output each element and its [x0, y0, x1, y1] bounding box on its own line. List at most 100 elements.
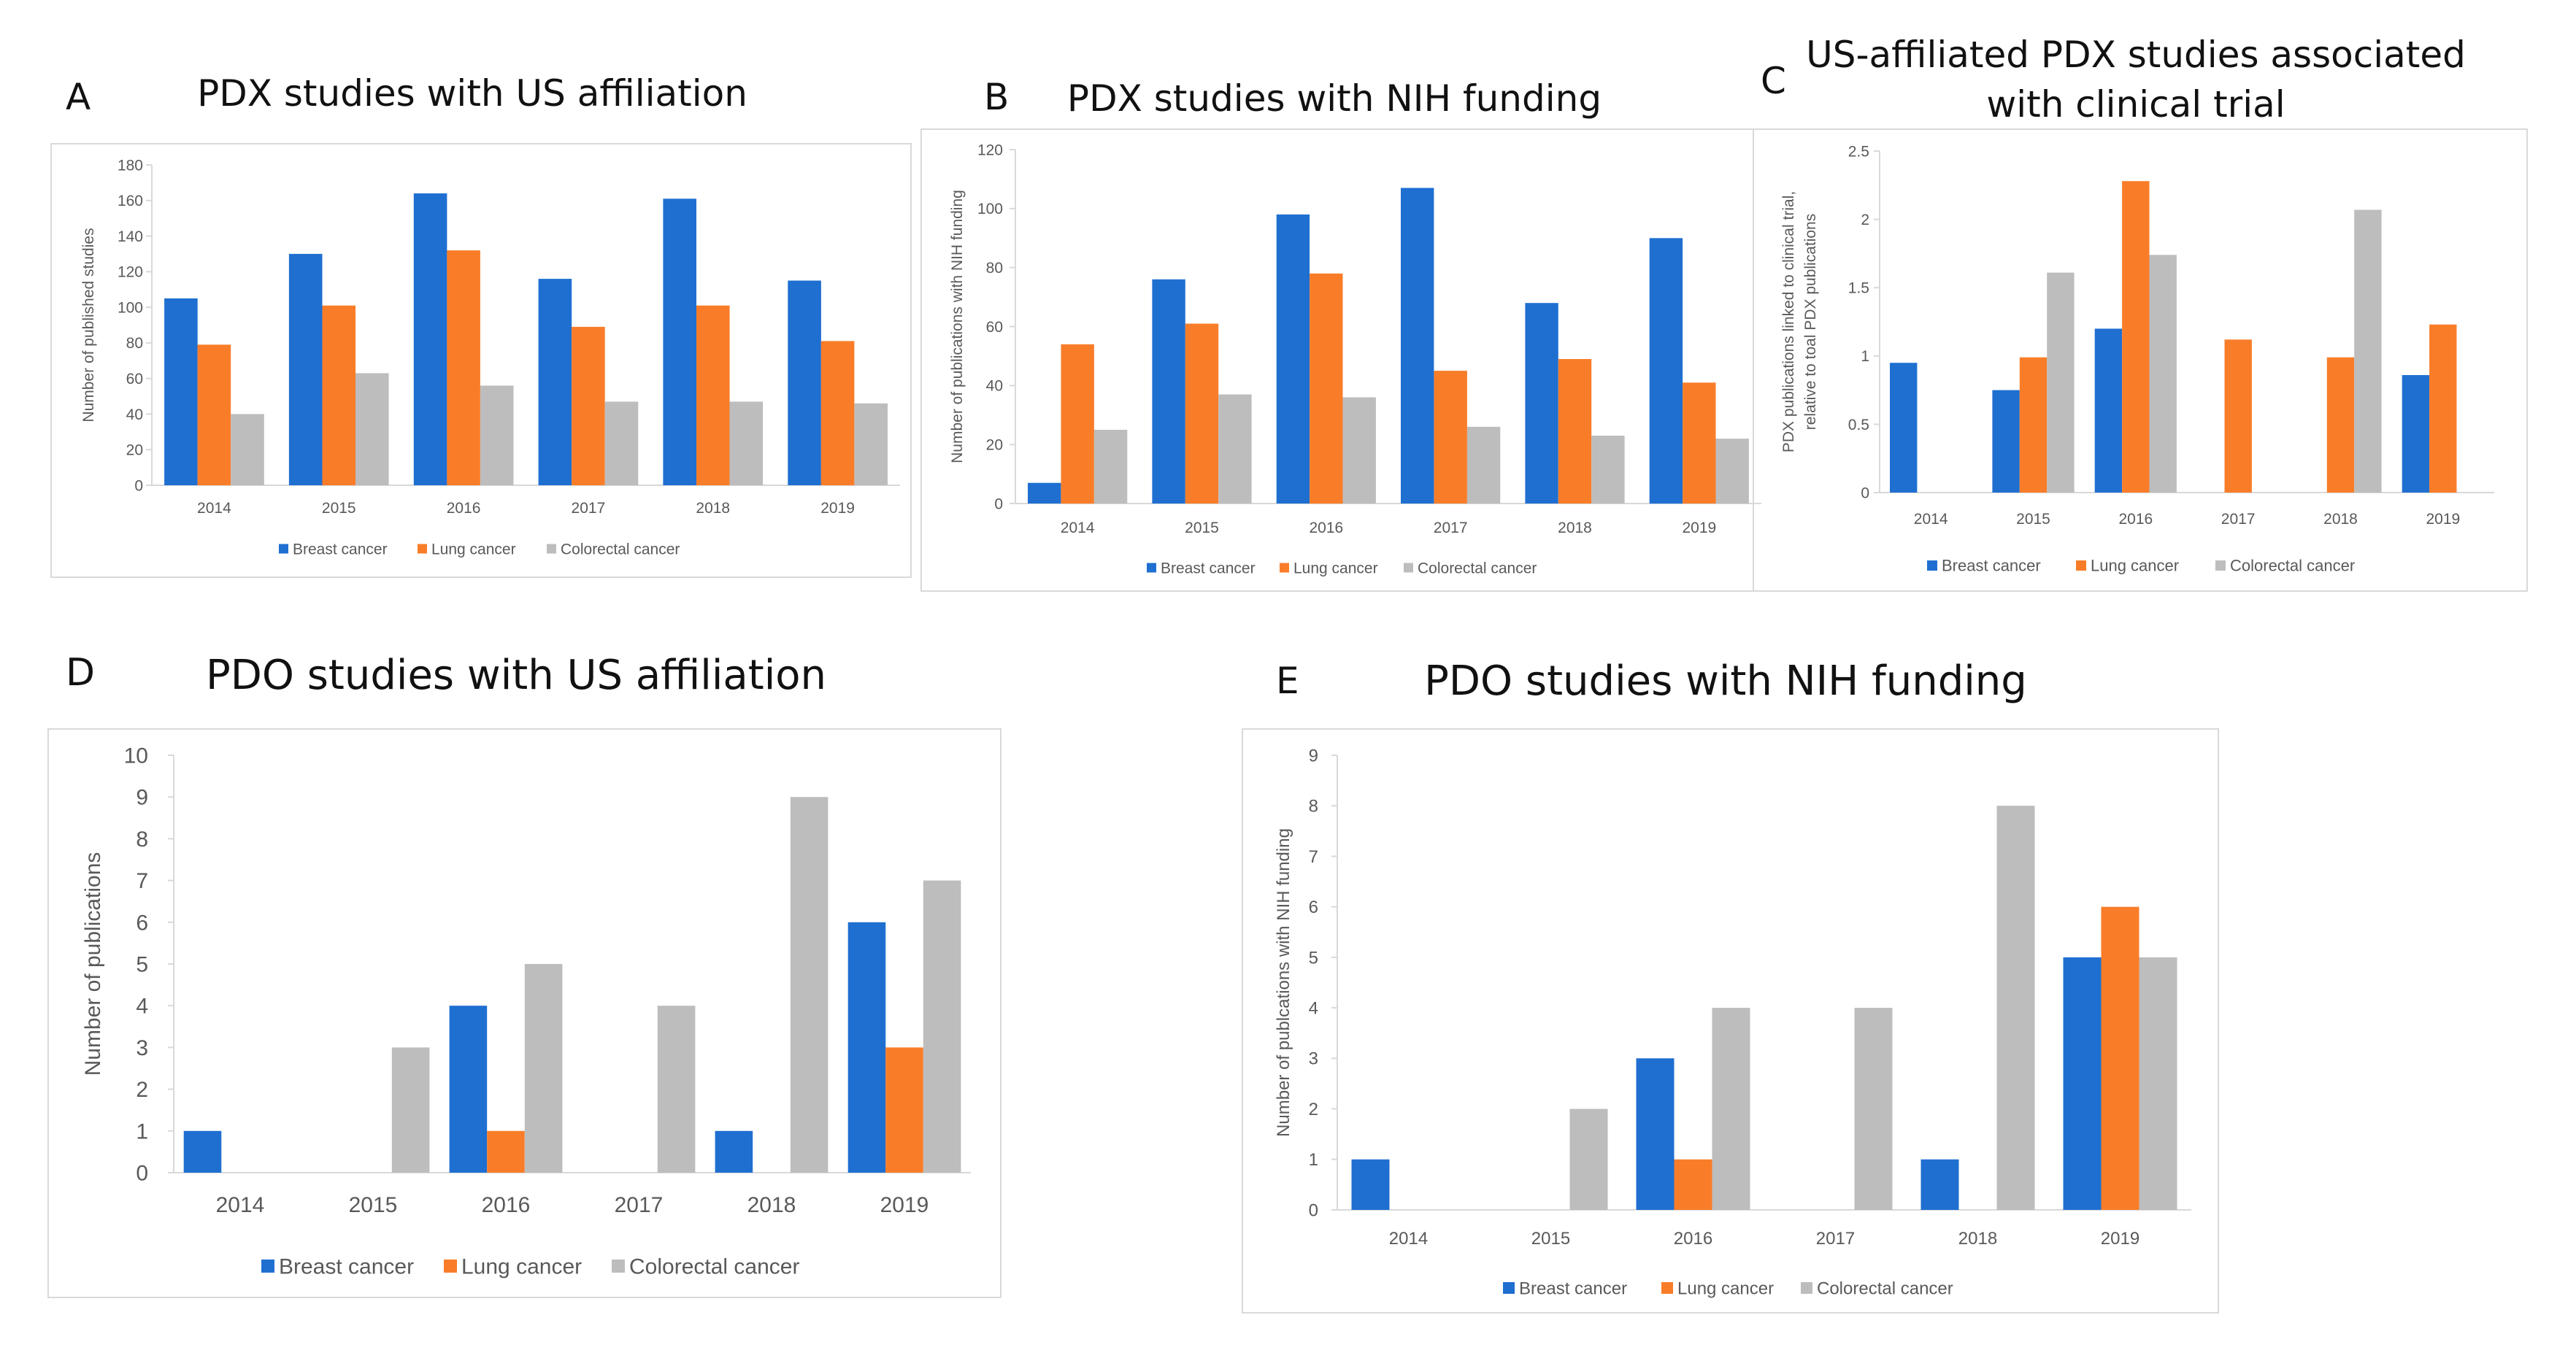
- bar-lung-cancer-2018: [2326, 357, 2355, 493]
- y-tick-label: 2: [136, 1078, 148, 1102]
- y-tick-label: 5: [136, 953, 148, 977]
- bar-colorectal-cancer-2019: [2139, 957, 2177, 1210]
- bar-colorectal-cancer-2015: [1569, 1108, 1608, 1210]
- bar-breast-cancer-2016: [413, 193, 447, 485]
- panel-a: A PDX studies with US affiliation 0 20 40 60 8…: [50, 72, 912, 578]
- bar-breast-cancer-2014: [183, 1130, 222, 1173]
- legend-label: Lung cancer: [2091, 557, 2179, 575]
- bar-breast-cancer-2016: [2094, 328, 2123, 493]
- chart-title: PDO studies with US affiliation: [206, 652, 826, 699]
- y-tick-label: 40: [986, 378, 1003, 395]
- y-tick-label: 5: [1309, 948, 1318, 968]
- x-tick-label: 2015: [322, 500, 356, 517]
- bar-colorectal-cancer-2016: [1712, 1008, 1750, 1210]
- bar-colorectal-cancer-2018: [1591, 436, 1625, 504]
- y-tick-label: 80: [986, 260, 1003, 277]
- chart-border: [50, 143, 912, 578]
- y-tick-label: 100: [977, 201, 1003, 217]
- y-tick-label: 8: [1309, 797, 1318, 817]
- x-tick-label: 2014: [1061, 520, 1095, 536]
- y-tick-label: 0: [136, 1162, 148, 1186]
- x-tick-label: 2018: [747, 1193, 796, 1217]
- panel-label: B: [984, 76, 1009, 118]
- panel-b: B PDX studies with NIH funding 0 20 40 60 80 10…: [920, 76, 1761, 592]
- y-tick-label: 40: [126, 406, 143, 423]
- y-tick-label: 10: [124, 744, 148, 768]
- x-tick-label: 2015: [1531, 1229, 1570, 1249]
- bar-lung-cancer-2014: [1061, 344, 1094, 504]
- bar-colorectal-cancer-2017: [1854, 1008, 1893, 1210]
- bar-colorectal-cancer-2015: [355, 373, 389, 485]
- chart-title: PDX studies with NIH funding: [1067, 77, 1602, 120]
- y-axis-label: Number of publcations with NIH funding: [1274, 828, 1293, 1137]
- legend-swatch: [1661, 1282, 1673, 1294]
- legend-label: Breast cancer: [293, 541, 388, 558]
- bar-lung-cancer-2019: [885, 1047, 923, 1173]
- bar-colorectal-cancer-2018: [1996, 806, 2035, 1210]
- y-tick-label: 8: [136, 828, 148, 852]
- bar-lung-cancer-2015: [2019, 357, 2048, 493]
- legend-swatch: [2215, 560, 2226, 571]
- x-tick-label: 2019: [820, 500, 855, 517]
- panel-label: E: [1276, 660, 1299, 702]
- legend-swatch: [444, 1260, 457, 1273]
- panel-e: E PDO studies with NIH funding 0 1 2 3 4 5 6 7 8 9 2…: [1242, 657, 2219, 1314]
- y-tick-label: 2.5: [1848, 143, 1869, 160]
- y-tick-label: 180: [118, 157, 143, 174]
- y-tick-label: 9: [136, 786, 148, 810]
- y-tick-label: 7: [1309, 847, 1318, 867]
- x-tick-label: 2014: [1389, 1229, 1428, 1249]
- bar-colorectal-cancer-2015: [2047, 272, 2075, 493]
- legend-label: Lung cancer: [431, 541, 516, 558]
- bar-breast-cancer-2014: [164, 298, 198, 485]
- bar-breast-cancer-2016: [449, 1006, 488, 1173]
- y-tick-label: 7: [136, 869, 148, 893]
- chart-title: PDX studies with US affiliation: [197, 72, 747, 115]
- bar-colorectal-cancer-2016: [1342, 397, 1376, 504]
- bar-breast-cancer-2014: [1351, 1159, 1390, 1210]
- bar-lung-cancer-2016: [487, 1130, 525, 1173]
- y-tick-label: 6: [1309, 898, 1318, 917]
- bar-lung-cancer-2015: [1185, 323, 1219, 504]
- y-tick-label: 140: [118, 228, 143, 245]
- bar-breast-cancer-2019: [788, 280, 821, 485]
- y-tick-label: 0: [1309, 1200, 1318, 1220]
- bar-breast-cancer-2014: [1028, 482, 1061, 504]
- bar-colorectal-cancer-2019: [1715, 439, 1749, 504]
- bar-breast-cancer-2015: [1152, 279, 1185, 504]
- x-tick-label: 2019: [2426, 511, 2460, 528]
- bar-breast-cancer-2018: [663, 198, 696, 485]
- bar-lung-cancer-2015: [322, 305, 356, 485]
- y-tick-label: 4: [136, 995, 148, 1019]
- bar-breast-cancer-2019: [2402, 375, 2430, 493]
- legend-swatch: [612, 1260, 625, 1273]
- legend-label: Colorectal cancer: [2230, 557, 2355, 575]
- y-tick-label: 4: [1309, 999, 1318, 1019]
- y-axis-label: relative to toal PDX publications: [1802, 214, 1819, 431]
- x-tick-label: 2014: [197, 500, 231, 517]
- bar-colorectal-cancer-2019: [923, 880, 961, 1173]
- bar-colorectal-cancer-2014: [231, 414, 264, 485]
- y-tick-label: 1.5: [1848, 280, 1869, 297]
- bar-colorectal-cancer-2016: [480, 385, 514, 485]
- bar-lung-cancer-2018: [696, 305, 730, 485]
- y-axis-label: Number of publications: [81, 852, 105, 1076]
- bar-colorectal-cancer-2019: [854, 403, 888, 485]
- legend-swatch: [2076, 560, 2086, 571]
- bar-colorectal-cancer-2017: [1466, 426, 1501, 504]
- y-axis-label: Number of publications with NIH funding: [949, 190, 966, 463]
- legend-label: Colorectal cancer: [561, 541, 680, 558]
- legend-label: Breast cancer: [279, 1255, 414, 1279]
- x-tick-label: 2016: [447, 500, 481, 517]
- legend-label: Lung cancer: [461, 1255, 582, 1279]
- x-tick-label: 2016: [1309, 520, 1343, 536]
- legend-swatch: [261, 1260, 274, 1273]
- y-tick-label: 20: [986, 437, 1003, 454]
- y-axis-label: PDX publications linked to clinical tria…: [1780, 191, 1797, 452]
- y-tick-label: 6: [136, 911, 148, 935]
- panel-c: C US-affiliated PDX studies associated wit…: [1753, 34, 2528, 592]
- bar-lung-cancer-2017: [1434, 371, 1467, 504]
- bar-breast-cancer-2015: [288, 253, 323, 485]
- bar-lung-cancer-2016: [1674, 1159, 1712, 1210]
